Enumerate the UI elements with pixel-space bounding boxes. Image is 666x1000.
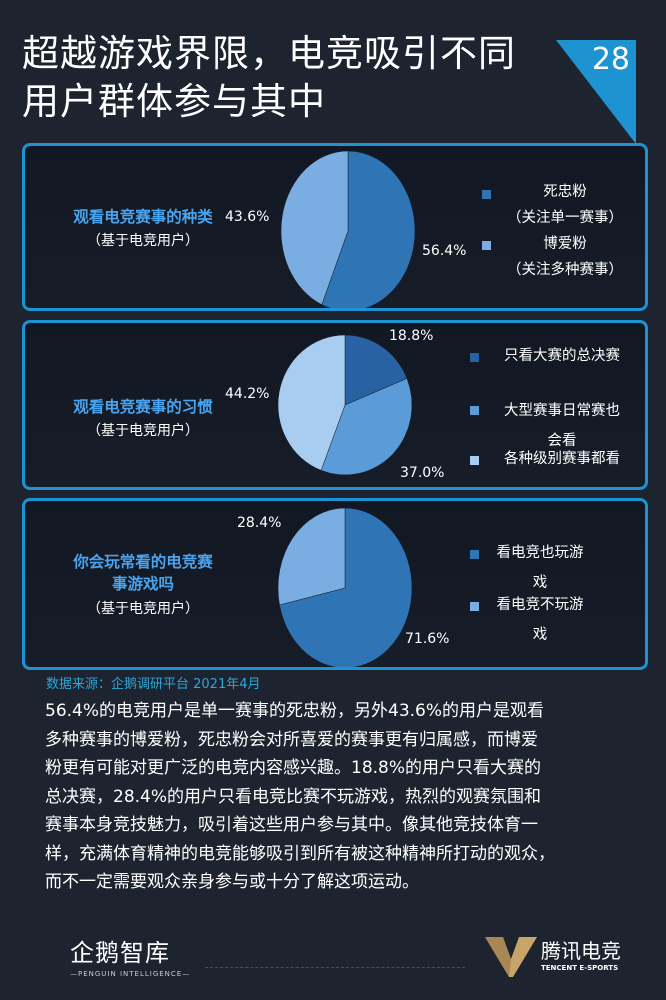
penguin-intelligence-logo: 企鹅智库 —PENGUIN INTELLIGENCE— [70,933,190,978]
body-line: 样，充满体育精神的电竞能够吸引到所有被这种精神所打动的观众， [45,843,555,864]
pie-slice [279,507,413,667]
body-line: 粉更有可能对更广泛的电竞内容感兴趣。18.8%的用户只看大赛的 [45,758,542,778]
data-source: 数据来源：企鹅调研平台 2021年4月 [46,677,261,692]
chart-subtitle: （基于电竞用户） [87,601,199,617]
chart-title: 你会玩常看的电竞赛 事游戏吗 [43,551,243,595]
legend-item: 各种级别赛事都看 [482,446,642,472]
pie-chart-viewing-type [280,150,416,308]
pie-slice [277,507,346,606]
pie-chart-viewing-habit [277,334,413,476]
data-label: 18.8% [389,328,434,344]
pie-slice [344,334,408,406]
legend-swatch [470,353,479,362]
legend-label: 博爱粉 [543,236,587,252]
legend-item: 只看大赛的总决赛 [482,343,642,369]
legend-swatch [470,550,479,559]
v-logo-icon [485,937,537,977]
legend-label: 会看 [547,433,577,449]
title-line-1: 超越游戏界限，电竞吸引不同 [22,32,516,75]
panel-play-games: 你会玩常看的电竞赛 事游戏吗 （基于电竞用户） 28.4% 71.6% 看电竞也玩… [22,498,648,670]
legend-label: （关注多种赛事） [507,262,623,278]
logo-subtext: TENCENT E-SPORTS [541,964,619,972]
legend-swatch [470,456,479,465]
legend-item: 看电竞也玩游戏 [480,538,600,598]
legend-label: 各种级别赛事都看 [504,451,620,467]
legend-swatch [470,406,479,415]
data-label: 28.4% [237,515,282,531]
legend-label: 只看大赛的总决赛 [504,348,620,364]
chart-subtitle: （基于电竞用户） [87,423,199,439]
page-number-badge: 28 [556,40,636,144]
data-label: 56.4% [422,243,467,259]
tencent-esports-logo: 腾讯电竞 TENCENT E-SPORTS [485,935,621,977]
corner-triangle-icon [556,40,636,144]
title-line-2: 用户群体参与其中 [22,80,326,123]
legend-label: 戏 [532,575,548,591]
logo-text: 企鹅智库 [70,939,170,967]
data-label: 44.2% [225,386,270,402]
legend-label: 戏 [532,627,548,643]
chart-title: 观看电竞赛事的习惯 [73,398,213,416]
page-title: 超越游戏界限，电竞吸引不同 用户群体参与其中 [22,30,516,126]
panel-viewing-habit: 观看电竞赛事的习惯 （基于电竞用户） 18.8% 37.0% 44.2% 只看大… [22,320,648,490]
chart-title-line: 你会玩常看的电竞赛 [73,553,213,571]
legend-item: 死忠粉 （关注单一赛事） [495,179,635,231]
body-line: 总决赛，28.4%的用户只看电竞比赛不玩游戏，热烈的观赛氛围和 [45,786,542,807]
pie-slice [321,150,416,308]
pie-chart-play-games [277,507,413,667]
chart-title-line: 事游戏吗 [111,575,174,593]
chart-title: 观看电竞赛事的种类 [73,208,213,226]
data-label: 37.0% [400,465,445,481]
legend-label: 看电竞也玩游 [496,545,584,561]
pie-slice [320,378,413,476]
legend-label: 大型赛事日常赛也 [504,403,620,419]
legend-item: 大型赛事日常赛也 会看 [482,396,642,456]
legend-label: 看电竞不玩游 [496,597,584,613]
data-label: 43.6% [225,209,270,225]
body-line: 而不一定需要观众亲身参与或十分了解这项运动。 [45,872,419,892]
logo-text: 腾讯电竞 [541,939,621,963]
body-line: 赛事本身竞技魅力，吸引着这些用户参与其中。像其他竞技体育一 [45,815,538,835]
legend-swatch [470,602,479,611]
legend-swatch [482,190,491,199]
data-label: 71.6% [405,631,450,647]
chart-subtitle: （基于电竞用户） [87,233,199,249]
legend-item: 博爱粉 （关注多种赛事） [495,231,635,283]
pie-slice [280,150,349,305]
page-number: 28 [591,42,630,77]
body-line: 多种赛事的博爱粉，死忠粉会对所喜爱的赛事更有归属感，而博爱 [45,729,538,750]
legend-item: 看电竞不玩游戏 [480,590,600,650]
body-text: 56.4%的电竞用户是单一赛事的死忠粉，另外43.6%的用户是观看 多种赛事的博爱… [45,697,555,897]
divider [205,967,465,968]
legend-swatch [482,241,491,250]
legend-label: （关注单一赛事） [507,210,623,226]
legend-label: 死忠粉 [543,184,587,200]
pie-slice [277,334,346,471]
logo-subtext: —PENGUIN INTELLIGENCE— [70,970,191,978]
panel-viewing-type: 观看电竞赛事的种类 （基于电竞用户） 43.6% 56.4% 死忠粉 （关注单一赛… [22,143,648,311]
body-line: 56.4%的电竞用户是单一赛事的死忠粉，另外43.6%的用户是观看 [45,701,545,721]
